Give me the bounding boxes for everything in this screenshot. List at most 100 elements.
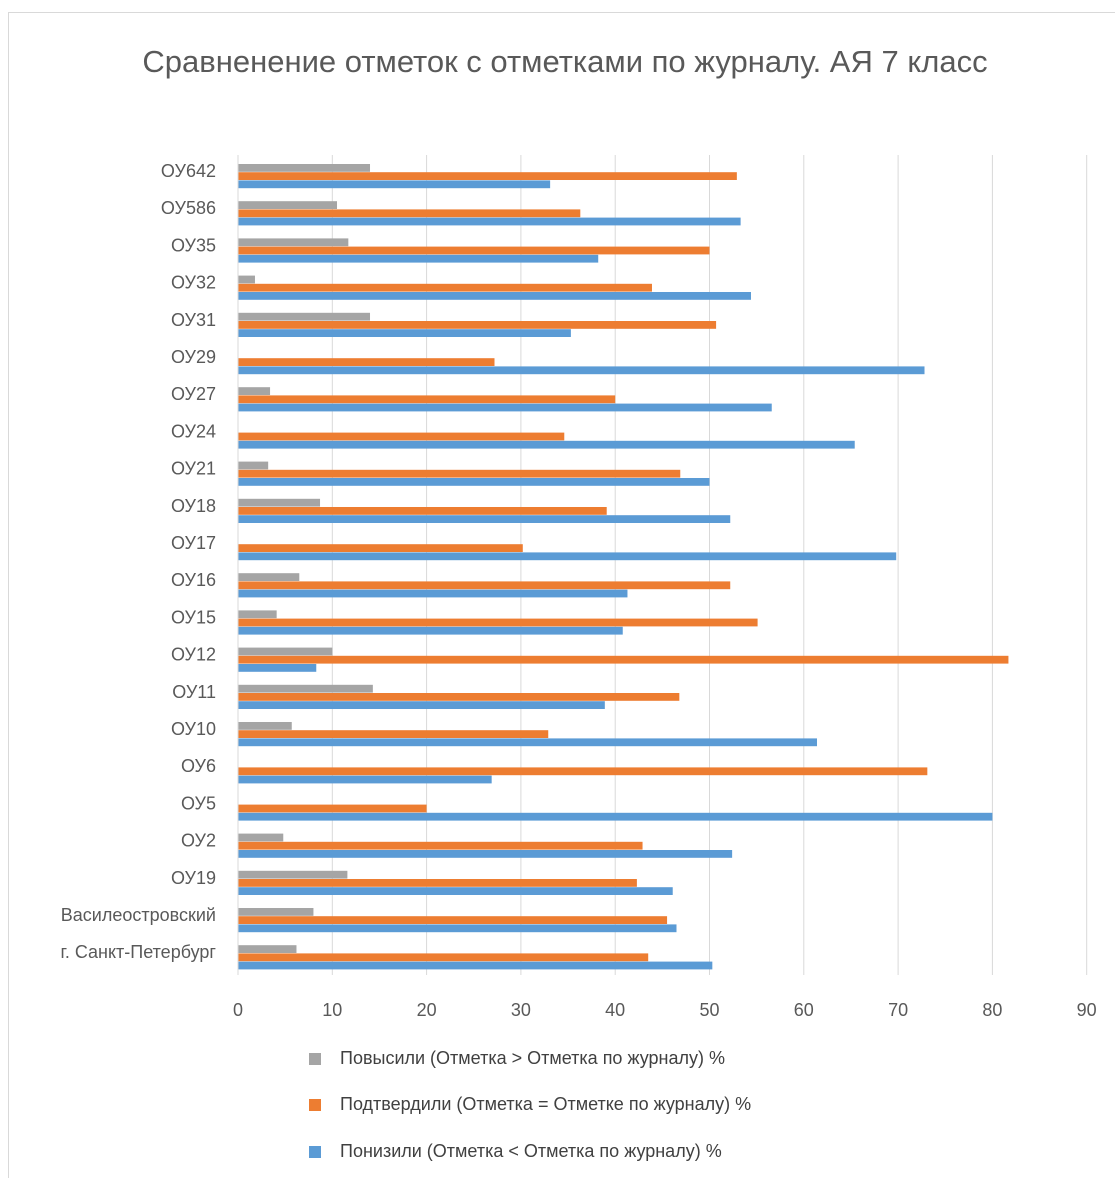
x-tick-label-70: 70 bbox=[888, 1000, 908, 1020]
category-label: ОУ642 bbox=[161, 161, 216, 181]
category-label: г. Санкт-Петербург bbox=[60, 942, 216, 962]
bar-confirmed bbox=[238, 841, 643, 850]
bar-increased bbox=[238, 870, 348, 879]
bar-decreased bbox=[238, 664, 317, 672]
bar-confirmed bbox=[238, 879, 637, 887]
bar-confirmed bbox=[238, 246, 710, 255]
bar-decreased bbox=[238, 701, 605, 709]
bar-confirmed bbox=[238, 581, 731, 590]
bar-confirmed bbox=[238, 693, 680, 701]
bar-decreased bbox=[238, 924, 677, 933]
category-label: ОУ2 bbox=[181, 831, 216, 851]
legend-swatch-confirmed bbox=[309, 1098, 321, 1111]
legend-swatch-decreased bbox=[309, 1145, 321, 1158]
bar-increased bbox=[238, 684, 373, 693]
bar-increased bbox=[238, 275, 255, 284]
category-label: ОУ5 bbox=[181, 793, 216, 813]
bar-increased bbox=[238, 722, 292, 730]
bar-increased bbox=[238, 201, 338, 209]
chart-title: Сравненение отметок с отметками по журна… bbox=[142, 44, 988, 79]
bar-confirmed bbox=[238, 544, 523, 552]
bar-increased bbox=[238, 833, 284, 842]
category-label: ОУ31 bbox=[171, 310, 216, 330]
x-tick-label-80: 80 bbox=[982, 1000, 1002, 1020]
bar-increased bbox=[238, 312, 371, 321]
bar-decreased bbox=[238, 515, 731, 523]
legend-swatch-increased bbox=[309, 1052, 321, 1065]
category-label: ОУ10 bbox=[171, 719, 216, 739]
category-label: ОУ18 bbox=[171, 496, 216, 516]
bar-confirmed bbox=[238, 916, 668, 924]
bar-confirmed bbox=[238, 432, 565, 441]
x-tick-label-30: 30 bbox=[511, 1000, 531, 1020]
bar-confirmed bbox=[238, 321, 717, 329]
bar-decreased bbox=[238, 738, 818, 747]
bar-confirmed bbox=[238, 358, 495, 366]
bar-confirmed bbox=[238, 767, 928, 776]
bar-decreased bbox=[238, 254, 599, 263]
category-label: ОУ11 bbox=[172, 682, 216, 702]
bar-confirmed bbox=[238, 804, 427, 813]
bar-confirmed bbox=[238, 172, 737, 180]
bar-increased bbox=[238, 238, 349, 247]
legend-label-decreased: Понизили (Отметка < Отметка по журналу) … bbox=[340, 1141, 722, 1161]
bar-increased bbox=[238, 945, 297, 953]
bar-decreased bbox=[238, 850, 733, 858]
bar-confirmed bbox=[238, 395, 616, 404]
bar-confirmed bbox=[238, 209, 581, 218]
x-tick-label-90: 90 bbox=[1077, 1000, 1097, 1020]
bar-decreased bbox=[238, 403, 772, 412]
bar-increased bbox=[238, 164, 371, 172]
bar-confirmed bbox=[238, 283, 652, 292]
category-label: ОУ24 bbox=[171, 421, 216, 441]
category-label: ОУ586 bbox=[161, 198, 216, 218]
bar-increased bbox=[238, 647, 333, 656]
bar-confirmed bbox=[238, 730, 549, 738]
bar-decreased bbox=[238, 626, 623, 635]
bar-decreased bbox=[238, 217, 741, 226]
legend-item-increased: Повысили (Отметка > Отметка по журналу) … bbox=[309, 1048, 725, 1069]
bar-decreased bbox=[238, 961, 713, 970]
bar-increased bbox=[238, 461, 269, 470]
category-label: Василеостровский bbox=[61, 905, 216, 925]
x-tick-label-40: 40 bbox=[605, 1000, 625, 1020]
category-label: ОУ21 bbox=[171, 459, 216, 479]
category-label: ОУ6 bbox=[181, 756, 216, 776]
bar-confirmed bbox=[238, 469, 681, 478]
category-label: ОУ19 bbox=[171, 868, 216, 888]
bar-decreased bbox=[238, 589, 628, 598]
bar-decreased bbox=[238, 775, 492, 784]
bar-increased bbox=[238, 573, 300, 581]
category-label: ОУ17 bbox=[171, 533, 216, 553]
legend-label-increased: Повысили (Отметка > Отметка по журналу) … bbox=[340, 1048, 725, 1068]
bar-confirmed bbox=[238, 953, 649, 962]
bar-decreased bbox=[238, 812, 993, 821]
legend-label-confirmed: Подтвердили (Отметка = Отметке по журнал… bbox=[340, 1094, 752, 1114]
bar-increased bbox=[238, 498, 321, 507]
category-label: ОУ12 bbox=[171, 645, 216, 665]
bar-decreased bbox=[238, 478, 710, 486]
bar-decreased bbox=[238, 552, 897, 561]
bar-decreased bbox=[238, 440, 855, 449]
bar-decreased bbox=[238, 329, 571, 337]
x-tick-label-20: 20 bbox=[417, 1000, 437, 1020]
category-label: ОУ29 bbox=[171, 347, 216, 367]
x-tick-label-10: 10 bbox=[322, 1000, 342, 1020]
bar-increased bbox=[238, 908, 314, 916]
category-label: ОУ35 bbox=[171, 235, 216, 255]
bar-decreased bbox=[238, 887, 673, 895]
bar-increased bbox=[238, 610, 277, 619]
legend-item-decreased: Понизили (Отметка < Отметка по журналу) … bbox=[309, 1141, 722, 1162]
bar-confirmed bbox=[238, 618, 758, 627]
bar-decreased bbox=[238, 366, 925, 375]
category-label: ОУ15 bbox=[171, 607, 216, 627]
x-tick-label-0: 0 bbox=[233, 1000, 243, 1020]
category-label: ОУ16 bbox=[171, 570, 216, 590]
category-label: ОУ32 bbox=[171, 273, 216, 293]
legend-item-confirmed: Подтвердили (Отметка = Отметке по журнал… bbox=[309, 1094, 751, 1115]
bar-increased bbox=[238, 387, 271, 395]
x-tick-label-60: 60 bbox=[794, 1000, 814, 1020]
category-label: ОУ27 bbox=[171, 384, 216, 404]
x-tick-label-50: 50 bbox=[699, 1000, 719, 1020]
